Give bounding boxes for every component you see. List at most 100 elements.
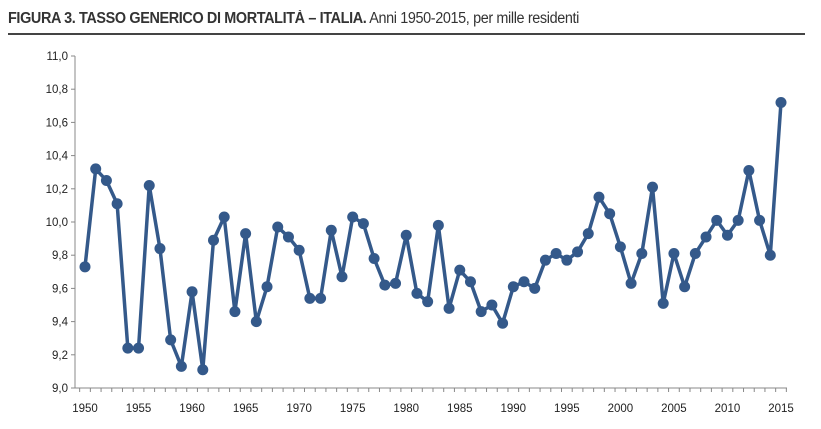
x-tick-label: 2015 [768,403,794,415]
data-point [218,211,230,223]
data-point [154,243,166,255]
x-tick-label: 1955 [126,403,152,415]
data-point [679,281,691,293]
title-rule [8,33,805,35]
data-point [175,360,187,372]
data-point [529,282,541,294]
axes [71,55,787,392]
x-tick-label: 1950 [72,403,98,415]
x-tick-label: 1990 [501,403,527,415]
data-point [422,296,434,308]
data-point [315,292,327,304]
data-point [325,224,337,236]
x-tick-label: 1980 [393,403,419,415]
x-tick-label: 2005 [661,403,687,415]
data-point [293,244,305,256]
series-points [79,96,787,376]
x-tick-label: 1995 [554,403,580,415]
data-point [336,271,348,283]
data-point [90,163,102,175]
data-point [582,228,594,240]
data-point [561,254,573,266]
data-point [539,254,551,266]
data-point [122,342,134,354]
x-tick-label: 1975 [340,403,366,415]
data-point [497,317,509,329]
y-tick-label: 10,6 [46,117,68,129]
y-tick-label: 10,8 [46,84,68,96]
data-point [165,334,177,346]
y-tick-label: 9,6 [52,283,68,295]
data-point [347,211,359,223]
data-point [111,198,123,210]
data-point [207,234,219,246]
data-point [700,231,712,243]
x-tick-label: 1970 [286,403,312,415]
chart-title: FIGURA 3. TASSO GENERICO DI MORTALITÀ – … [8,10,579,28]
data-point [572,246,584,258]
data-point [261,281,273,293]
data-point [432,219,444,231]
y-tick-label: 9,8 [52,250,68,262]
y-tick-label: 10,4 [46,151,69,163]
data-point [668,248,680,260]
data-point [133,342,145,354]
data-point [475,306,487,318]
data-point [379,279,391,291]
x-tick-label: 1985 [447,403,473,415]
data-point [689,248,701,260]
data-point [507,281,519,293]
data-point [518,276,530,288]
y-tick-label: 9,0 [52,383,68,395]
data-point [486,299,498,311]
data-point [250,316,262,328]
data-point [143,179,155,191]
data-point [240,228,252,240]
data-point [390,277,402,289]
y-tick-label: 9,4 [52,317,69,329]
y-tick-labels: 9,0 9,2 9,4 9,6 9,8 10,0 10,2 10,4 10,6 10,8 11,0 [46,51,69,395]
data-point [357,218,369,230]
data-point [368,253,380,265]
data-point [732,214,744,226]
x-tick-labels: 1950 1955 1960 1965 1970 1975 1980 1985 1990 1995… [72,403,794,415]
data-point [636,248,648,260]
x-tick-label: 1965 [233,403,259,415]
data-point [100,175,112,186]
data-point [604,208,616,220]
data-point [754,214,766,226]
x-tick-label: 2010 [715,403,741,415]
data-point [282,231,294,243]
data-point [647,181,659,193]
data-point [411,287,423,299]
data-point [400,229,412,241]
data-point [304,292,316,304]
title-rest: Anni 1950-2015, per mille residenti [366,10,579,27]
data-point [79,261,91,273]
data-point [711,214,723,226]
x-tick-label: 1960 [179,403,205,415]
data-point [454,264,466,276]
data-point [614,241,626,253]
data-point [657,297,669,309]
data-point [625,277,637,289]
y-tick-label: 11,0 [46,51,68,63]
data-point [186,286,198,298]
data-point [197,364,209,376]
data-point [775,96,787,108]
x-tick-label: 2000 [608,403,634,415]
title-bold: FIGURA 3. TASSO GENERICO DI MORTALITÀ – … [8,10,367,27]
y-tick-label: 9,2 [52,350,68,362]
data-point [229,306,241,318]
data-point [764,249,776,261]
data-point [272,221,284,233]
y-tick-label: 10,2 [46,184,68,196]
data-point [550,248,562,260]
data-point [743,165,755,177]
y-tick-label: 10,0 [46,217,68,229]
data-point [464,276,476,288]
data-point [443,302,455,314]
data-point [721,229,733,241]
data-point [593,191,605,203]
